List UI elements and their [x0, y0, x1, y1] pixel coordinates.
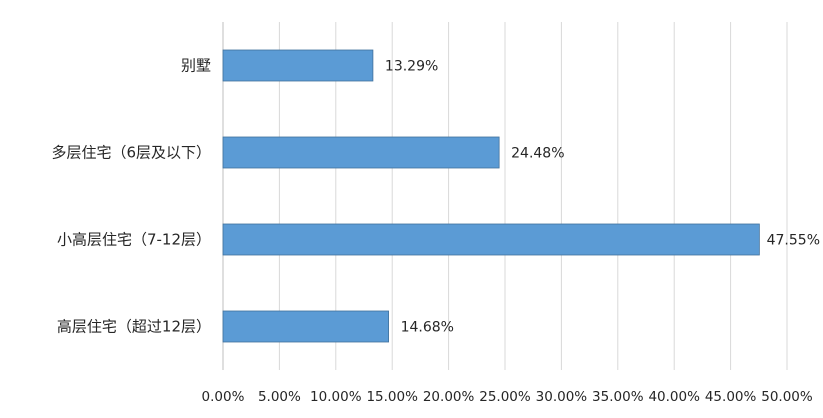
- category-label: 高层住宅（超过12层）: [57, 318, 211, 336]
- x-tick-label: 0.00%: [202, 389, 245, 405]
- x-tick-label: 25.00%: [479, 389, 531, 405]
- x-tick-label: 15.00%: [366, 389, 418, 405]
- category-label: 别墅: [181, 57, 211, 75]
- bar: [222, 310, 389, 343]
- bar: [222, 136, 500, 169]
- data-label: 24.48%: [511, 146, 564, 162]
- category-label: 小高层住宅（7-12层）: [57, 231, 211, 249]
- data-label: 13.29%: [385, 59, 438, 75]
- category-label: 多层住宅（6层及以下）: [51, 144, 211, 162]
- x-tick-label: 10.00%: [310, 389, 362, 405]
- x-tick-label: 20.00%: [423, 389, 475, 405]
- bar: [222, 49, 374, 82]
- data-label: 14.68%: [401, 320, 454, 336]
- x-tick-label: 45.00%: [705, 389, 757, 405]
- x-tick-label: 5.00%: [258, 389, 301, 405]
- data-label: 47.55%: [767, 233, 820, 249]
- x-tick-label: 30.00%: [536, 389, 588, 405]
- bar: [222, 223, 760, 256]
- x-tick-label: 40.00%: [648, 389, 700, 405]
- x-tick-label: 50.00%: [761, 389, 813, 405]
- x-tick-label: 35.00%: [592, 389, 644, 405]
